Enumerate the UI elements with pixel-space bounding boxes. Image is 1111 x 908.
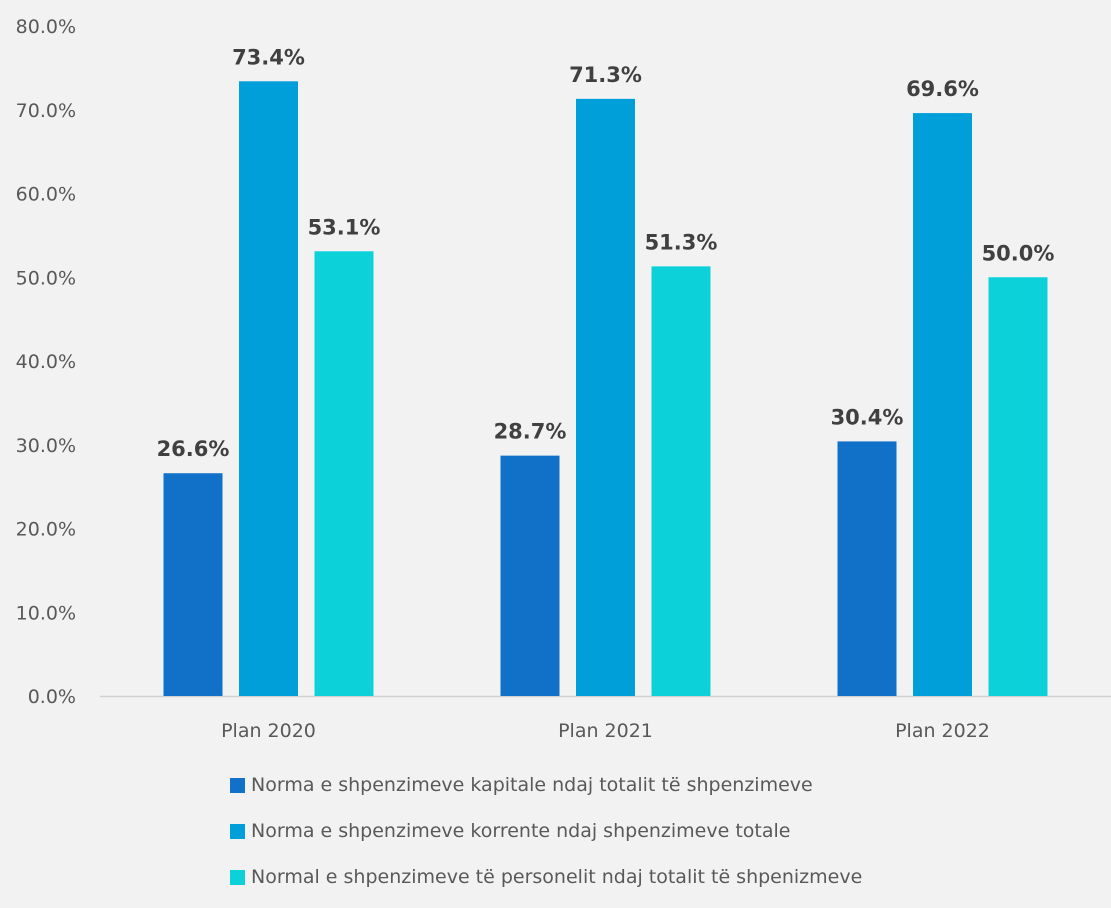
legend-swatch — [230, 823, 245, 839]
bar — [314, 251, 374, 696]
bar — [500, 455, 560, 696]
bar — [837, 441, 897, 696]
data-label: 50.0% — [982, 241, 1055, 265]
data-label: 28.7% — [494, 420, 567, 444]
legend-swatch — [230, 777, 245, 793]
data-label: 73.4% — [232, 45, 305, 69]
legend-label: Norma e shpenzimeve kapitale ndaj totali… — [251, 774, 813, 796]
legend-swatch — [230, 869, 245, 885]
y-tick-label: 40.0% — [16, 351, 76, 373]
y-tick-label: 70.0% — [16, 100, 76, 122]
chart-plot: 0.0% 10.0% 20.0% 30.0% 40.0% 50.0% 60.0% 70.0% 8… — [16, 16, 1111, 742]
y-tick-label: 80.0% — [16, 16, 76, 38]
bar — [988, 277, 1048, 696]
y-tick-label: 30.0% — [16, 435, 76, 457]
y-tick-label: 60.0% — [16, 184, 76, 206]
legend-label: Norma e shpenzimeve korrente ndaj shpenz… — [251, 820, 791, 842]
data-label: 53.1% — [308, 215, 381, 239]
data-label: 51.3% — [645, 230, 718, 254]
legend-item: Normal e shpenzimeve të personelit ndaj … — [230, 862, 862, 892]
legend-item: Norma e shpenzimeve kapitale ndaj totali… — [230, 770, 862, 800]
bar — [163, 473, 223, 696]
x-category-label: Plan 2021 — [558, 720, 653, 742]
data-label: 30.4% — [831, 405, 904, 429]
legend: Norma e shpenzimeve kapitale ndaj totali… — [230, 770, 862, 908]
bar — [239, 81, 298, 696]
data-label: 71.3% — [569, 63, 642, 87]
legend-item: Norma e shpenzimeve korrente ndaj shpenz… — [230, 816, 862, 846]
data-label: 69.6% — [906, 77, 979, 101]
y-tick-label: 0.0% — [28, 686, 76, 708]
y-tick-label: 20.0% — [16, 519, 76, 541]
bar — [913, 113, 972, 697]
y-tick-label: 10.0% — [16, 602, 76, 624]
data-label: 26.6% — [157, 437, 230, 461]
legend-label: Normal e shpenzimeve të personelit ndaj … — [251, 866, 863, 888]
bar — [651, 266, 711, 696]
y-tick-label: 50.0% — [16, 267, 76, 289]
x-category-label: Plan 2020 — [221, 720, 316, 742]
x-category-label: Plan 2022 — [895, 720, 990, 742]
bar — [576, 98, 635, 697]
